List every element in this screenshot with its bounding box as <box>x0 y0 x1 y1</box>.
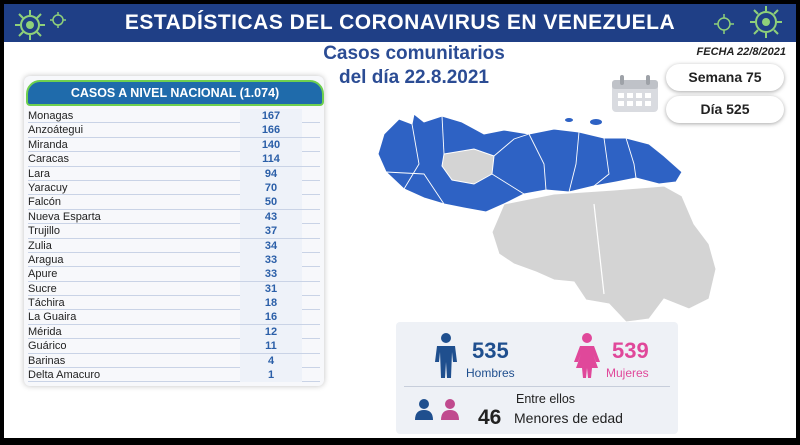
case-count: 11 <box>240 339 302 354</box>
case-count: 4 <box>240 353 302 368</box>
state-name: Apure <box>28 268 58 281</box>
page-title: ESTADÍSTICAS DEL CORONAVIRUS EN VENEZUEL… <box>124 11 676 34</box>
table-rows: Monagas 167 Anzoátegui 166 Miranda 140 Caracas… <box>28 109 320 383</box>
case-count: 140 <box>240 137 302 152</box>
state-name: Sucre <box>28 282 57 295</box>
virus-icon <box>714 6 782 38</box>
map-island <box>565 118 573 122</box>
table-row: Guárico 11 <box>28 339 320 354</box>
case-count: 37 <box>240 224 302 239</box>
map-region-north <box>377 113 683 213</box>
day-badge: Día 525 <box>666 96 784 123</box>
map-region-south <box>491 185 717 323</box>
table-row: Anzoátegui 166 <box>28 123 320 138</box>
case-count: 34 <box>240 238 302 253</box>
case-count: 18 <box>240 296 302 311</box>
virus-icon <box>15 10 66 40</box>
table-row: Apure 33 <box>28 267 320 282</box>
case-count: 114 <box>240 152 302 167</box>
men-label: Hombres <box>466 366 515 380</box>
case-count: 43 <box>240 209 302 224</box>
case-count: 12 <box>240 324 302 339</box>
state-name: Zulia <box>28 239 52 252</box>
table-row: Delta Amacuro 1 <box>28 368 320 383</box>
children-icon <box>415 399 459 420</box>
venezuela-map <box>377 113 717 323</box>
state-name: Táchira <box>28 297 65 310</box>
state-name: Guárico <box>28 340 67 353</box>
gender-stats-card: 535 Hombres 539 Mujeres Entre ellos 46 M… <box>396 322 678 434</box>
state-name: La Guaira <box>28 311 77 324</box>
case-count: 50 <box>240 195 302 210</box>
case-count: 167 <box>240 109 302 123</box>
table-row: Falcón 50 <box>28 195 320 210</box>
subtitle: Casos comunitarios del día 22.8.2021 <box>284 42 544 90</box>
table-row: La Guaira 16 <box>28 310 320 325</box>
report-date: FECHA 22/8/2021 <box>696 46 786 58</box>
state-name: Trujillo <box>28 225 60 238</box>
subtitle-line-2: del día 22.8.2021 <box>339 67 489 88</box>
state-name: Nueva Esparta <box>28 210 101 223</box>
map-island <box>590 119 602 125</box>
table-row: Táchira 18 <box>28 296 320 311</box>
case-count: 33 <box>240 252 302 267</box>
table-row: Miranda 140 <box>28 137 320 153</box>
state-name: Barinas <box>28 354 66 367</box>
table-row: Yaracuy 70 <box>28 180 320 196</box>
case-count: 16 <box>240 310 302 325</box>
subtitle-line-1: Casos comunitarios <box>323 43 505 64</box>
map-region-grey <box>441 148 495 185</box>
table-row: Lara 94 <box>28 166 320 181</box>
state-name: Miranda <box>28 138 68 151</box>
minors-intro: Entre ellos <box>516 392 576 406</box>
state-name: Falcón <box>28 196 62 209</box>
infographic: ESTADÍSTICAS DEL CORONAVIRUS EN VENEZUEL… <box>4 4 796 438</box>
men-count: 535 <box>472 338 509 363</box>
divider <box>404 386 670 387</box>
case-count: 31 <box>240 281 302 296</box>
table-row: Monagas 167 <box>28 109 320 124</box>
women-label: Mujeres <box>606 366 649 380</box>
state-name: Caracas <box>28 153 69 166</box>
table-title: CASOS A NIVEL NACIONAL (1.074) <box>26 80 324 106</box>
header-banner: ESTADÍSTICAS DEL CORONAVIRUS EN VENEZUEL… <box>4 4 796 42</box>
case-count: 33 <box>240 267 302 282</box>
week-badge: Semana 75 <box>666 64 784 91</box>
case-count: 166 <box>240 123 302 138</box>
women-count: 539 <box>612 338 649 363</box>
state-name: Lara <box>28 167 51 180</box>
case-count: 70 <box>240 180 302 195</box>
case-count: 94 <box>240 166 302 181</box>
woman-icon <box>574 333 600 378</box>
table-row: Zulia 34 <box>28 238 320 253</box>
national-cases-table: CASOS A NIVEL NACIONAL (1.074) Monagas 16… <box>24 76 324 386</box>
table-row: Mérida 12 <box>28 324 320 340</box>
table-row: Caracas 114 <box>28 152 320 167</box>
minors-count: 46 <box>478 406 502 429</box>
state-name: Aragua <box>28 253 64 266</box>
table-row: Nueva Esparta 43 <box>28 209 320 225</box>
table-row: Barinas 4 <box>28 353 320 369</box>
state-name: Mérida <box>28 325 62 338</box>
table-row: Sucre 31 <box>28 281 320 297</box>
calendar-icon <box>612 75 658 112</box>
state-name: Yaracuy <box>28 181 68 194</box>
minors-label: Menores de edad <box>514 410 623 426</box>
case-count: 1 <box>240 368 302 383</box>
table-row: Trujillo 37 <box>28 224 320 239</box>
state-name: Monagas <box>28 110 74 122</box>
table-row: Aragua 33 <box>28 252 320 268</box>
state-name: Anzoátegui <box>28 124 84 137</box>
man-icon <box>435 333 457 378</box>
state-name: Delta Amacuro <box>28 369 101 382</box>
